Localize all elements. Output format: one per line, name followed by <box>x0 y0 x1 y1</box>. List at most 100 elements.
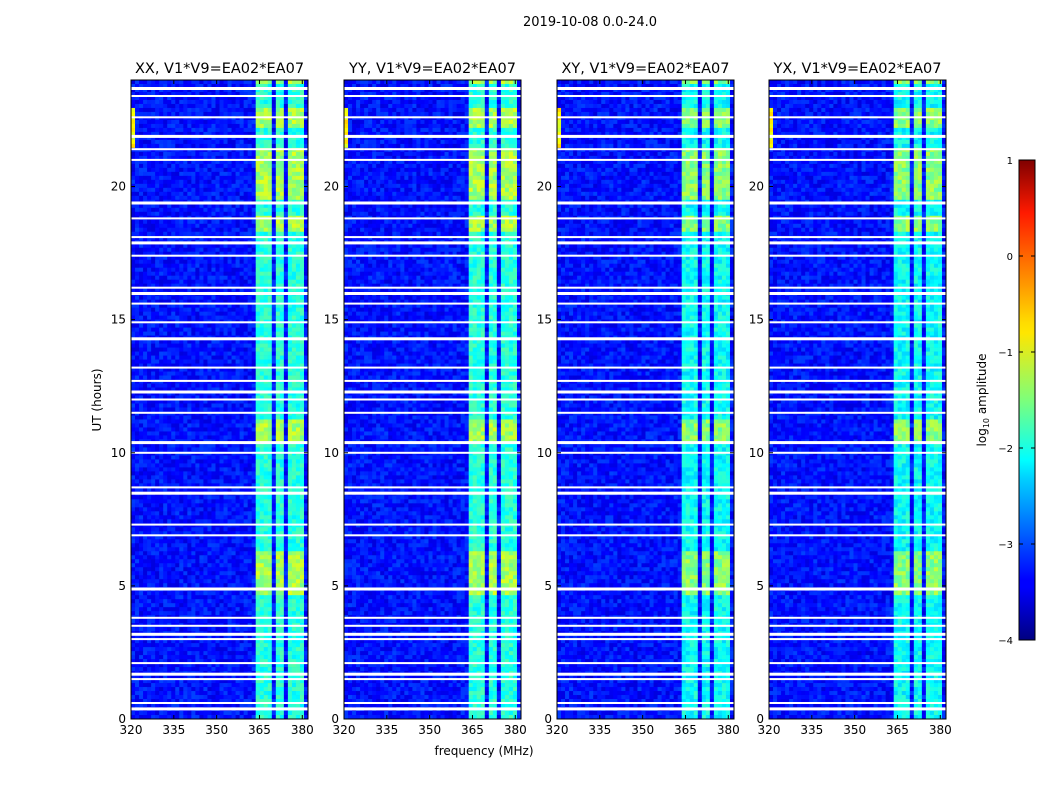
heatmap-cell <box>264 180 268 184</box>
heatmap-cell <box>163 144 167 148</box>
heatmap-cell <box>284 100 288 104</box>
heatmap-cell <box>280 104 284 108</box>
heatmap-cell <box>167 188 171 192</box>
heatmap-cell <box>284 124 288 128</box>
heatmap-cell <box>143 80 147 84</box>
heatmap-cell <box>240 104 244 108</box>
heatmap-cell <box>151 140 155 144</box>
heatmap-cell <box>232 124 236 128</box>
heatmap-cell <box>179 120 183 124</box>
heatmap-cell <box>187 184 191 188</box>
heatmap-cell <box>171 124 175 128</box>
heatmap-cell <box>224 168 228 172</box>
heatmap-cell <box>268 104 272 108</box>
heatmap-cell <box>228 172 232 176</box>
heatmap-cell <box>175 180 179 184</box>
heatmap-cell <box>199 188 203 192</box>
heatmap-cell <box>155 128 159 132</box>
heatmap-cell <box>244 184 248 188</box>
heatmap-cell <box>236 180 240 184</box>
heatmap-cell <box>179 80 183 84</box>
heatmap-cell <box>300 176 304 180</box>
heatmap-cell <box>284 140 288 144</box>
heatmap-cell <box>244 180 248 184</box>
heatmap-cell <box>135 184 139 188</box>
heatmap-cell <box>240 168 244 172</box>
heatmap-cell <box>236 108 240 112</box>
heatmap-cell <box>195 128 199 132</box>
heatmap-cell <box>248 128 252 132</box>
heatmap-cell <box>175 152 179 156</box>
heatmap-cell <box>272 164 276 168</box>
heatmap-cell <box>224 112 228 116</box>
heatmap-cell <box>159 180 163 184</box>
heatmap-cell <box>228 124 232 128</box>
heatmap-cell <box>256 112 260 116</box>
heatmap-cell <box>264 184 268 188</box>
heatmap-cell <box>276 128 280 132</box>
heatmap-cell <box>276 124 280 128</box>
heatmap-cell <box>228 184 232 188</box>
heatmap-cell <box>187 168 191 172</box>
heatmap-cell <box>143 100 147 104</box>
heatmap-cell <box>220 180 224 184</box>
heatmap-cell <box>211 188 215 192</box>
heatmap-cell <box>244 124 248 128</box>
heatmap-cell <box>236 184 240 188</box>
heatmap-cell <box>296 120 300 124</box>
heatmap-cell <box>236 172 240 176</box>
heatmap-cell <box>199 104 203 108</box>
heatmap-cell <box>232 164 236 168</box>
heatmap-cell <box>236 80 240 84</box>
heatmap-cell <box>236 176 240 180</box>
heatmap-cell <box>151 184 155 188</box>
heatmap-cell <box>224 164 228 168</box>
heatmap-cell <box>191 120 195 124</box>
heatmap-cell <box>147 180 151 184</box>
heatmap-cell <box>163 164 167 168</box>
heatmap-cell <box>260 124 264 128</box>
heatmap-cell <box>163 112 167 116</box>
heatmap-cell <box>207 124 211 128</box>
heatmap-cell <box>191 164 195 168</box>
heatmap-cell <box>296 184 300 188</box>
heatmap-cell <box>224 144 228 148</box>
heatmap-cell <box>228 180 232 184</box>
heatmap-cell <box>272 100 276 104</box>
heatmap-cell <box>135 80 139 84</box>
heatmap-cell <box>256 100 260 104</box>
heatmap-cell <box>264 124 268 128</box>
heatmap-cell <box>288 140 292 144</box>
heatmap-cell <box>292 152 296 156</box>
heatmap-cell <box>300 140 304 144</box>
heatmap-cell <box>240 172 244 176</box>
heatmap-cell <box>280 176 284 180</box>
heatmap-cell <box>139 80 143 84</box>
heatmap-cell <box>232 184 236 188</box>
heatmap-cell <box>260 100 264 104</box>
heatmap-cell <box>272 188 276 192</box>
heatmap-cell <box>203 188 207 192</box>
heatmap-cell <box>215 172 219 176</box>
heatmap-cell <box>224 108 228 112</box>
heatmap-cell <box>276 184 280 188</box>
heatmap-cell <box>139 152 143 156</box>
heatmap-cell <box>232 108 236 112</box>
heatmap-cell <box>240 108 244 112</box>
heatmap-cell <box>175 120 179 124</box>
heatmap-cell <box>139 180 143 184</box>
heatmap-cell <box>135 112 139 116</box>
heatmap-cell <box>131 164 135 168</box>
heatmap-cell <box>159 108 163 112</box>
heatmap-cell <box>252 180 256 184</box>
heatmap-cell <box>187 180 191 184</box>
heatmap-cell <box>183 172 187 176</box>
heatmap-cell <box>240 180 244 184</box>
heatmap-cell <box>155 176 159 180</box>
heatmap-cell <box>203 108 207 112</box>
heatmap-cell <box>276 100 280 104</box>
heatmap-cell <box>240 100 244 104</box>
heatmap-cell <box>240 152 244 156</box>
heatmap-cell <box>135 168 139 172</box>
heatmap-cell <box>244 104 248 108</box>
